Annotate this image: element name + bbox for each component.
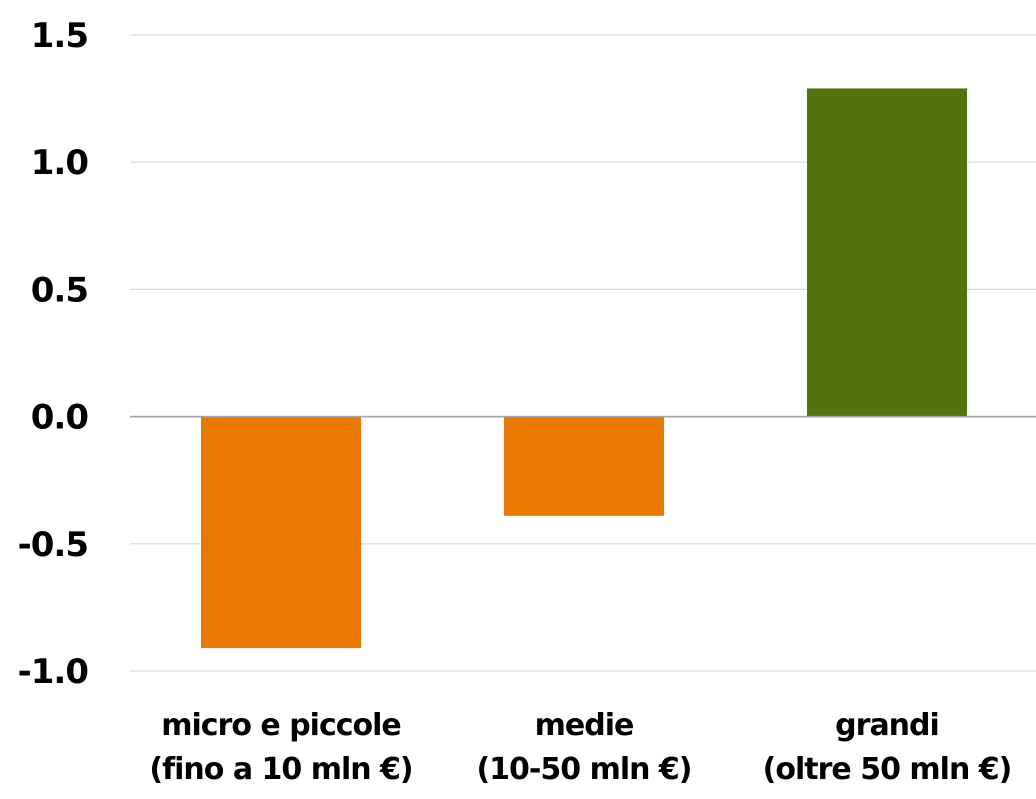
x-category-label: grandi (oltre 50 mln €) <box>763 708 1012 787</box>
y-tick-label: 1.5 <box>31 16 88 56</box>
y-tick-label: 1.0 <box>31 143 89 183</box>
y-tick-label: 0.5 <box>31 270 88 310</box>
bar <box>504 416 664 516</box>
y-tick-label: -1.0 <box>18 652 89 692</box>
y-axis-tick-labels: 1.5 1.0 0.5 0.0 -0.5 -1.0 <box>18 16 90 692</box>
y-tick-label: 0.0 <box>31 398 89 438</box>
y-tick-label: -0.5 <box>18 525 88 565</box>
x-category-label-line: grandi <box>835 708 939 743</box>
bar <box>807 88 967 417</box>
bars <box>130 88 1036 649</box>
x-category-label: medie (10-50 mln €) <box>476 708 691 787</box>
x-axis-category-labels: micro e piccole (fino a 10 mln €) medie (10… <box>149 708 1012 787</box>
bar <box>201 416 361 649</box>
x-category-label-line: (oltre 50 mln €) <box>763 752 1012 787</box>
x-category-label-line: (10-50 mln €) <box>476 752 691 787</box>
x-category-label-line: micro e piccole <box>161 708 401 743</box>
x-category-label-line: (fino a 10 mln €) <box>149 752 412 787</box>
x-category-label-line: medie <box>535 708 634 743</box>
x-category-label: micro e piccole (fino a 10 mln €) <box>149 708 412 787</box>
